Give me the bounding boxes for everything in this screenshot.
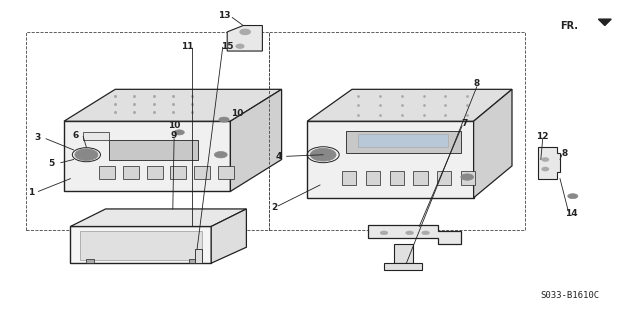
Circle shape bbox=[461, 174, 474, 180]
Bar bbox=[269, 32, 525, 230]
Text: 6: 6 bbox=[72, 131, 79, 140]
Bar bbox=[86, 259, 94, 263]
Bar bbox=[189, 259, 196, 263]
Circle shape bbox=[310, 148, 336, 161]
Text: FR.: FR. bbox=[560, 21, 578, 31]
Bar bbox=[358, 134, 448, 147]
Circle shape bbox=[236, 44, 244, 48]
Polygon shape bbox=[211, 209, 246, 263]
Text: S033-B1610C: S033-B1610C bbox=[541, 291, 600, 300]
Bar bbox=[461, 171, 475, 185]
Circle shape bbox=[380, 231, 388, 235]
Text: 13: 13 bbox=[218, 11, 230, 20]
Bar bbox=[366, 171, 380, 185]
Text: 8: 8 bbox=[561, 149, 568, 158]
Text: 15: 15 bbox=[221, 42, 234, 51]
Bar bbox=[342, 171, 356, 185]
Polygon shape bbox=[64, 89, 282, 121]
Bar bbox=[83, 132, 109, 140]
Circle shape bbox=[219, 117, 229, 122]
Bar bbox=[194, 166, 210, 179]
Bar bbox=[218, 166, 234, 179]
Bar bbox=[99, 166, 115, 179]
FancyBboxPatch shape bbox=[307, 121, 474, 198]
Polygon shape bbox=[307, 89, 512, 121]
Bar bbox=[170, 166, 186, 179]
Bar bbox=[413, 171, 428, 185]
Polygon shape bbox=[70, 209, 246, 226]
Circle shape bbox=[406, 231, 413, 235]
Text: 4: 4 bbox=[275, 152, 282, 161]
Polygon shape bbox=[598, 19, 611, 26]
Text: 7: 7 bbox=[461, 119, 468, 128]
Bar bbox=[109, 140, 198, 160]
FancyBboxPatch shape bbox=[64, 121, 230, 191]
Polygon shape bbox=[538, 147, 560, 179]
Text: 14: 14 bbox=[564, 209, 577, 218]
Text: 2: 2 bbox=[271, 204, 277, 212]
Polygon shape bbox=[195, 249, 202, 263]
Bar bbox=[123, 166, 139, 179]
Polygon shape bbox=[230, 89, 282, 191]
Text: 8: 8 bbox=[474, 79, 480, 88]
Text: 10: 10 bbox=[230, 109, 243, 118]
Circle shape bbox=[75, 149, 98, 160]
Circle shape bbox=[240, 29, 250, 34]
Text: 9: 9 bbox=[171, 131, 177, 140]
FancyBboxPatch shape bbox=[70, 226, 211, 263]
Bar bbox=[346, 131, 461, 153]
Text: 10: 10 bbox=[168, 121, 180, 130]
Bar bbox=[80, 231, 202, 260]
Polygon shape bbox=[384, 263, 422, 270]
Polygon shape bbox=[368, 225, 461, 244]
Circle shape bbox=[174, 130, 184, 135]
Circle shape bbox=[214, 152, 227, 158]
Bar bbox=[147, 166, 163, 179]
Circle shape bbox=[542, 167, 548, 171]
Bar bbox=[26, 32, 269, 230]
Polygon shape bbox=[474, 89, 512, 198]
Text: 12: 12 bbox=[536, 132, 549, 141]
Polygon shape bbox=[227, 26, 262, 51]
Text: 11: 11 bbox=[181, 42, 194, 51]
Bar bbox=[437, 171, 451, 185]
Text: 1: 1 bbox=[28, 189, 34, 197]
Text: 5: 5 bbox=[48, 159, 54, 168]
Text: 3: 3 bbox=[34, 133, 40, 142]
Circle shape bbox=[568, 194, 578, 199]
Bar bbox=[390, 171, 404, 185]
Circle shape bbox=[422, 231, 429, 235]
Polygon shape bbox=[394, 244, 413, 263]
Circle shape bbox=[542, 158, 548, 161]
